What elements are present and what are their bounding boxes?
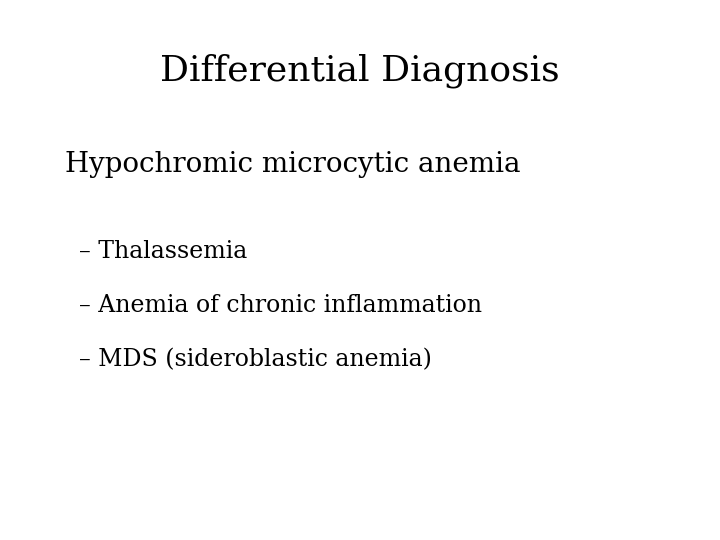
Text: – MDS (sideroblastic anemia): – MDS (sideroblastic anemia) (79, 348, 432, 372)
Text: – Thalassemia: – Thalassemia (79, 240, 248, 264)
Text: Differential Diagnosis: Differential Diagnosis (160, 54, 560, 89)
Text: Hypochromic microcytic anemia: Hypochromic microcytic anemia (65, 151, 521, 178)
Text: – Anemia of chronic inflammation: – Anemia of chronic inflammation (79, 294, 482, 318)
